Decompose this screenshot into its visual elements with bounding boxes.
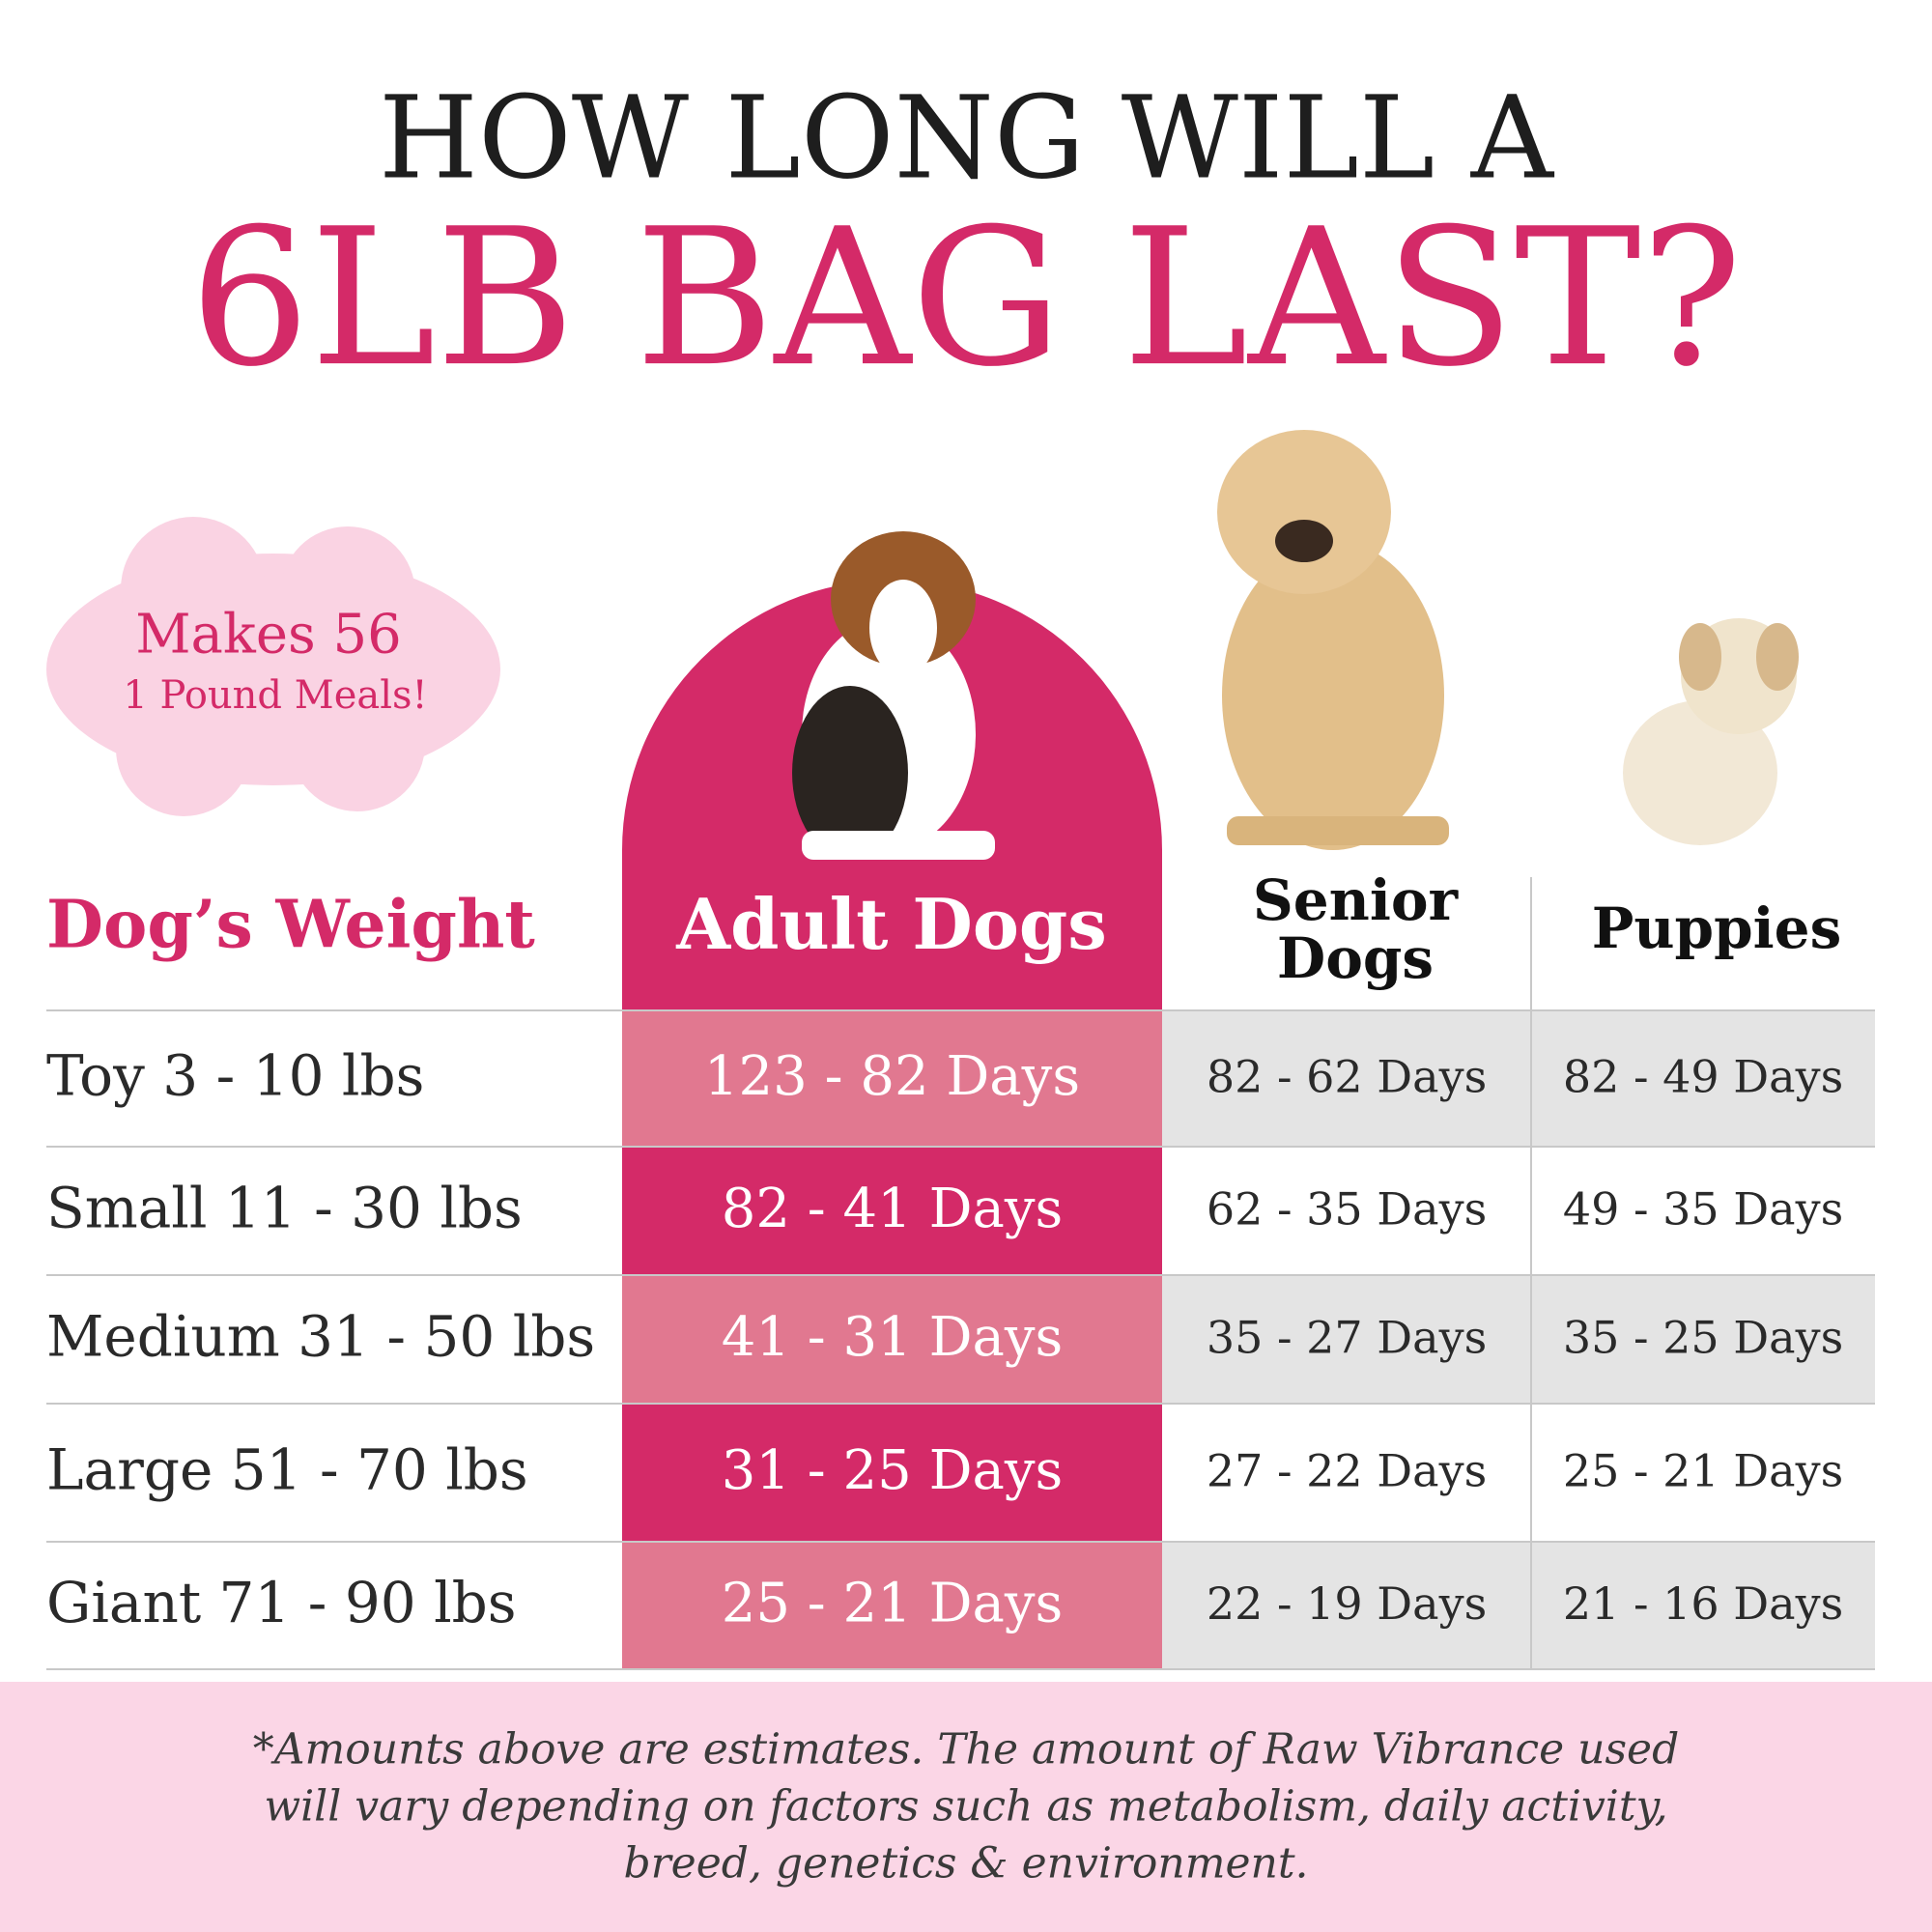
row-shade [1162, 1275, 1875, 1404]
footnote-line: breed, genetics & environment. [623, 1839, 1308, 1889]
badge: Makes 56 1 Pound Meals! [46, 517, 500, 816]
puppy-image [1623, 618, 1799, 845]
footnote: *Amounts above are estimates. The amount… [253, 1725, 1680, 1889]
footnote-line: will vary depending on factors such as m… [264, 1782, 1667, 1832]
days-cell: 25 - 21 Days [722, 1573, 1064, 1635]
weight-cell: Giant 71 - 90 lbs [46, 1570, 517, 1635]
days-cell: 123 - 82 Days [704, 1045, 1080, 1108]
days-cell: 35 - 27 Days [1207, 1312, 1487, 1364]
days-cell: 41 - 31 Days [722, 1306, 1064, 1369]
days-cell: 21 - 16 Days [1563, 1577, 1843, 1630]
days-cell: 82 - 62 Days [1207, 1051, 1487, 1103]
footnote-line: *Amounts above are estimates. The amount… [253, 1725, 1680, 1775]
header-adult: Adult Dogs [675, 883, 1107, 965]
header-puppies: Puppies [1592, 895, 1841, 961]
adult-cell [622, 1275, 1162, 1404]
adult-cell [622, 1147, 1162, 1275]
row-shade [1162, 1542, 1875, 1669]
days-cell: 82 - 49 Days [1563, 1051, 1843, 1103]
badge-line2: 1 Pound Meals! [123, 673, 427, 718]
header-weight: Dog’s Weight [46, 887, 535, 964]
days-cell: 49 - 35 Days [1563, 1183, 1843, 1236]
adult-cell [622, 1404, 1162, 1542]
weight-cell: Large 51 - 70 lbs [46, 1437, 528, 1503]
days-cell: 27 - 22 Days [1207, 1445, 1487, 1497]
days-cell: 35 - 25 Days [1563, 1312, 1843, 1364]
adult-cell [622, 1010, 1162, 1147]
weight-cell: Medium 31 - 50 lbs [46, 1304, 595, 1370]
weight-cell: Small 11 - 30 lbs [46, 1176, 523, 1241]
days-cell: 31 - 25 Days [722, 1439, 1064, 1502]
header-senior: Senior Dogs [1253, 867, 1460, 991]
days-cell: 82 - 41 Days [722, 1178, 1064, 1240]
weight-cell: Toy 3 - 10 lbs [46, 1043, 424, 1109]
footer-band [0, 1682, 1932, 1932]
title-line2: 6LB BAG LAST? [189, 188, 1742, 409]
adult-cell [622, 1542, 1162, 1669]
beagle-image [792, 531, 995, 860]
badge-line1: Makes 56 [135, 604, 402, 667]
title-line1: HOW LONG WILL A [379, 71, 1555, 205]
header-senior-line: Dogs [1277, 925, 1434, 991]
days-cell: 22 - 19 Days [1207, 1577, 1487, 1630]
golden-retriever-image [1217, 430, 1449, 850]
days-cell: 25 - 21 Days [1563, 1445, 1843, 1497]
days-cell: 62 - 35 Days [1207, 1183, 1487, 1236]
table: Toy 3 - 10 lbs 123 - 82 Days 82 - 62 Days 8… [46, 867, 1875, 1670]
header-senior-line: Senior [1253, 867, 1460, 933]
row-shade [1162, 1010, 1875, 1147]
